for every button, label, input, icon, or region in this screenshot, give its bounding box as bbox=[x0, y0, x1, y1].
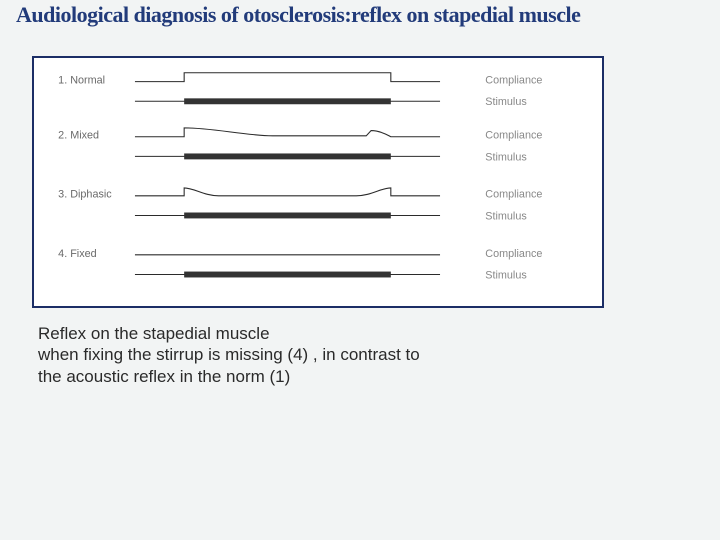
stimulus-label-4: Stimulus bbox=[485, 269, 527, 281]
compliance-label-4: Compliance bbox=[485, 248, 542, 260]
reflex-chart-frame: 1. Normal Compliance Stimulus 2. Mixed Compl… bbox=[32, 56, 604, 308]
row-label-1: 1. Normal bbox=[58, 75, 105, 87]
stimulus-band-4 bbox=[184, 272, 391, 278]
stimulus-label-3: Stimulus bbox=[485, 210, 527, 222]
page-title: Audiological diagnosis of otosclerosis:r… bbox=[16, 2, 580, 28]
stimulus-label-1: Stimulus bbox=[485, 96, 527, 108]
stimulus-band-2 bbox=[184, 153, 391, 159]
compliance-label-3: Compliance bbox=[485, 189, 542, 201]
row-label-2: 2. Mixed bbox=[58, 130, 99, 142]
stimulus-label-2: Stimulus bbox=[485, 151, 527, 163]
stimulus-band-3 bbox=[184, 213, 391, 219]
compliance-trace-1 bbox=[135, 73, 440, 82]
compliance-label-2: Compliance bbox=[485, 130, 542, 142]
stimulus-band-1 bbox=[184, 98, 391, 104]
compliance-label-1: Compliance bbox=[485, 75, 542, 87]
row-label-3: 3. Diphasic bbox=[58, 189, 112, 201]
caption-line: the acoustic reflex in the norm (1) bbox=[38, 367, 290, 386]
compliance-trace-2 bbox=[135, 128, 440, 137]
caption-text: Reflex on the stapedial muscle when fixin… bbox=[38, 323, 420, 387]
slide: Audiological diagnosis of otosclerosis:r… bbox=[0, 0, 720, 540]
caption-line: when fixing the stirrup is missing (4) ,… bbox=[38, 345, 420, 364]
caption-line: Reflex on the stapedial muscle bbox=[38, 324, 270, 343]
reflex-chart: 1. Normal Compliance Stimulus 2. Mixed Compl… bbox=[34, 58, 602, 306]
compliance-trace-3 bbox=[135, 188, 440, 196]
row-label-4: 4. Fixed bbox=[58, 248, 96, 260]
